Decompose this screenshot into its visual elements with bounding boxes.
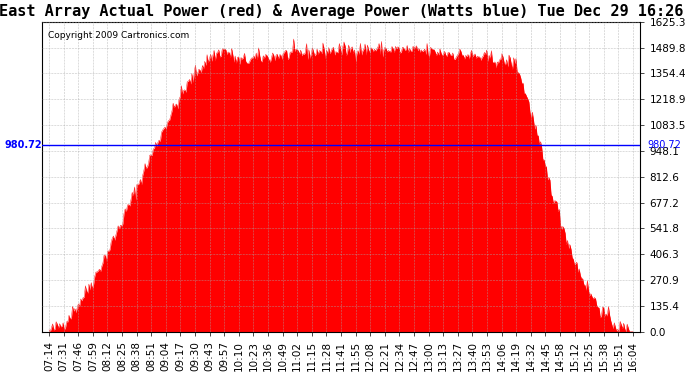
Text: Copyright 2009 Cartronics.com: Copyright 2009 Cartronics.com xyxy=(48,31,189,40)
Text: 980.72: 980.72 xyxy=(4,140,42,150)
Text: 980.72: 980.72 xyxy=(648,140,682,150)
Title: East Array Actual Power (red) & Average Power (Watts blue) Tue Dec 29 16:26: East Array Actual Power (red) & Average … xyxy=(0,4,683,19)
